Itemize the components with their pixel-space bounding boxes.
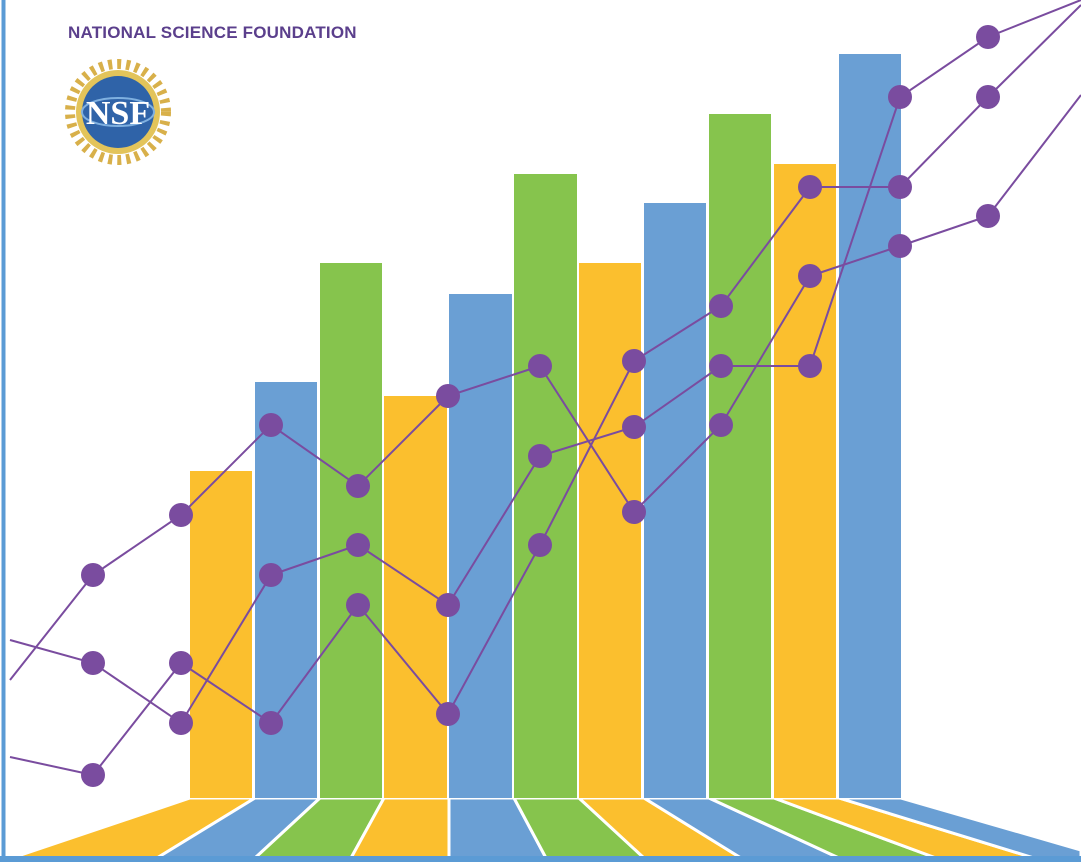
header-title: NATIONAL SCIENCE FOUNDATION xyxy=(68,23,357,42)
floor xyxy=(11,796,1081,860)
border-left xyxy=(1,0,6,862)
nsf-logo: NSF xyxy=(65,59,171,165)
dots xyxy=(81,25,1000,787)
border-bottom xyxy=(0,856,1081,862)
logo-text: NSF xyxy=(86,95,150,132)
